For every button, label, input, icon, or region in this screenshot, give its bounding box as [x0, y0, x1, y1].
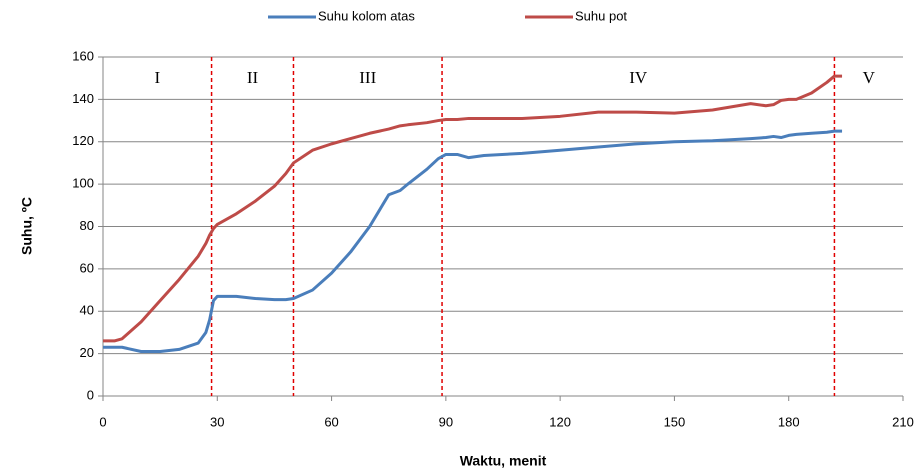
legend-label: Suhu pot — [575, 8, 627, 23]
y-tick-label: 0 — [87, 387, 94, 402]
x-tick-label: 150 — [664, 414, 686, 429]
x-tick-label: 30 — [210, 414, 224, 429]
y-tick-label: 140 — [72, 91, 94, 106]
x-tick-label: 120 — [549, 414, 571, 429]
phase-label: III — [359, 68, 376, 87]
y-tick-label: 160 — [72, 48, 94, 63]
y-tick-label: 40 — [80, 303, 94, 318]
x-tick-label: 180 — [778, 414, 800, 429]
x-tick-label: 90 — [439, 414, 453, 429]
phase-label: I — [154, 68, 160, 87]
phase-label: IV — [629, 68, 648, 87]
phase-label: V — [863, 68, 876, 87]
x-tick-label: 0 — [99, 414, 106, 429]
data-line — [103, 74, 843, 343]
y-tick-label: 80 — [80, 218, 94, 233]
x-axis-title: Waktu, menit — [460, 453, 547, 469]
y-tick-label: 100 — [72, 176, 94, 191]
legend-label: Suhu kolom atas — [318, 8, 415, 23]
y-tick-label: 60 — [80, 260, 94, 275]
phase-label: II — [247, 68, 259, 87]
x-tick-label: 210 — [892, 414, 914, 429]
y-tick-label: 120 — [72, 133, 94, 148]
x-tick-label: 60 — [324, 414, 338, 429]
y-axis-title: Suhu, ºC — [19, 197, 35, 255]
data-line — [103, 129, 843, 354]
y-tick-label: 20 — [80, 345, 94, 360]
